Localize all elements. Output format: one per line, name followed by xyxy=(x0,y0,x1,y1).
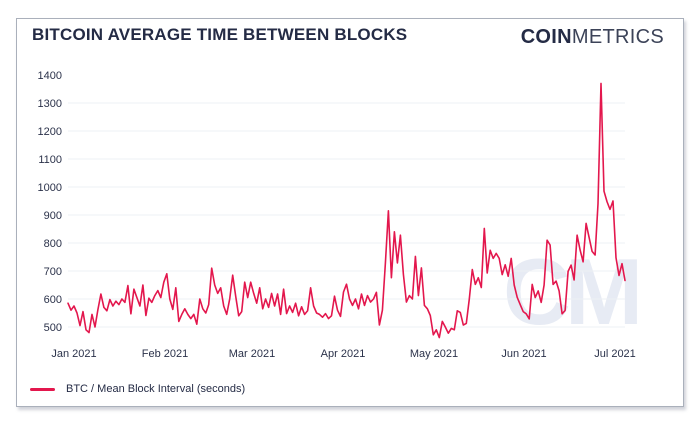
y-tick-label: 1400 xyxy=(38,70,62,82)
legend: BTC / Mean Block Interval (seconds) xyxy=(30,383,245,395)
x-tick-label: Jul 2021 xyxy=(594,348,636,360)
chart-title: BITCOIN AVERAGE TIME BETWEEN BLOCKS xyxy=(32,25,408,44)
legend-swatch xyxy=(30,387,55,391)
y-tick-label: 800 xyxy=(44,238,62,250)
x-tick-label: Mar 2021 xyxy=(229,348,275,360)
y-tick-label: 1200 xyxy=(38,126,62,138)
legend-label: BTC / Mean Block Interval (seconds) xyxy=(66,383,246,395)
cm-watermark: CM xyxy=(503,239,643,344)
y-tick-label: 1000 xyxy=(38,182,62,194)
coinmetrics-logo: COINMETRICS xyxy=(521,26,664,49)
x-tick-label: Jan 2021 xyxy=(51,348,96,360)
logo-coin: COIN xyxy=(520,26,572,48)
y-tick-label: 600 xyxy=(44,294,62,306)
chart-card: CM xyxy=(16,18,684,407)
y-tick-label: 1100 xyxy=(38,154,62,166)
x-tick-label: May 2021 xyxy=(410,348,458,360)
y-tick-label: 1300 xyxy=(38,98,62,110)
y-tick-label: 500 xyxy=(44,322,62,334)
x-tick-label: Apr 2021 xyxy=(321,348,366,360)
logo-metrics: METRICS xyxy=(571,26,664,48)
x-tick-label: Jun 2021 xyxy=(501,348,546,360)
y-tick-label: 700 xyxy=(44,266,62,278)
x-tick-label: Feb 2021 xyxy=(142,348,188,360)
series-line xyxy=(67,82,626,339)
y-tick-label: 900 xyxy=(44,210,62,222)
